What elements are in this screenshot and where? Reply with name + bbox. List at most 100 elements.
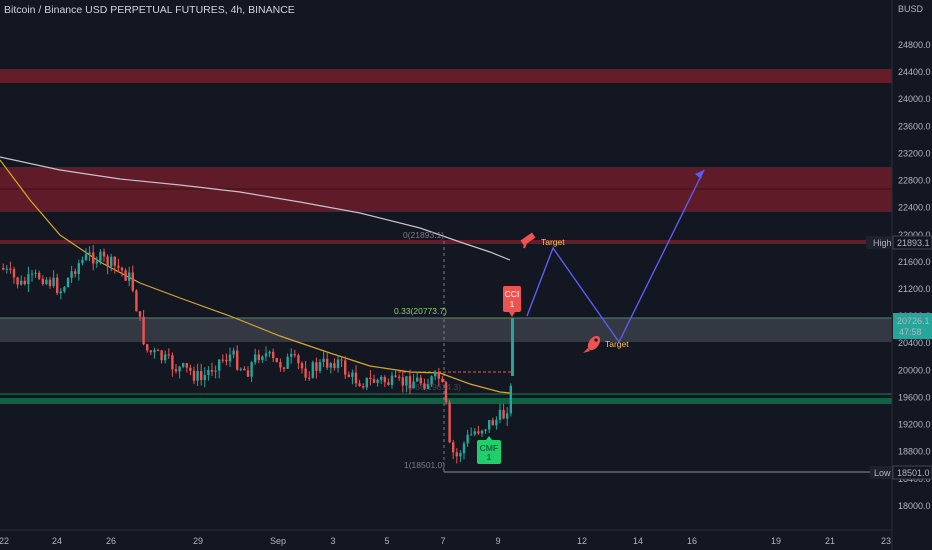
candle-body xyxy=(383,376,386,383)
time-tick-label: 16 xyxy=(687,536,697,546)
candle-body xyxy=(210,370,214,372)
candle-body xyxy=(56,277,59,294)
candle-body xyxy=(412,381,415,389)
candle-body xyxy=(495,419,498,426)
high-badge: High 21893.1 xyxy=(866,235,932,250)
low-value: 18501.0 xyxy=(897,468,930,478)
cci-signal-badge[interactable]: CCI 1 xyxy=(503,286,521,317)
candle-body xyxy=(430,376,433,385)
candle-body xyxy=(160,350,163,361)
time-tick-label: 24 xyxy=(52,536,62,546)
fib-mid-label: 0.33(20773.7) xyxy=(394,306,447,316)
candle-body xyxy=(423,383,426,389)
candle-body xyxy=(257,354,260,361)
candle-body xyxy=(88,252,91,255)
target-marker-lower[interactable]: Target xyxy=(583,334,629,353)
candle-body xyxy=(448,402,451,443)
price-tick-label: 23200.0 xyxy=(898,148,931,158)
candle-body xyxy=(225,359,228,362)
candle-body xyxy=(45,279,48,284)
candle-body xyxy=(470,434,473,436)
candle-body xyxy=(110,256,113,267)
candle-body xyxy=(459,453,462,457)
candle-body xyxy=(200,371,203,380)
time-tick-label: 22 xyxy=(0,536,9,546)
candle-body xyxy=(376,379,379,383)
target-lower-label: Target xyxy=(605,339,629,349)
candle-body xyxy=(66,277,70,288)
cci-label: CCI xyxy=(505,289,520,299)
target-marker-upper[interactable]: Target xyxy=(520,232,566,249)
candle-body xyxy=(131,272,134,291)
candle-body xyxy=(23,280,26,285)
candle-body xyxy=(167,354,170,356)
candle-body xyxy=(480,430,484,434)
candle-body xyxy=(408,376,412,389)
candle-body xyxy=(351,372,354,377)
candle-body xyxy=(92,252,95,264)
hammer-icon xyxy=(520,232,536,249)
candle-body xyxy=(326,358,329,368)
cmf-signal-badge[interactable]: CMF 1 xyxy=(477,436,501,464)
time-tick-label: Sep xyxy=(270,536,286,546)
candle-body xyxy=(354,372,358,384)
candle-body xyxy=(466,434,469,444)
candle-body xyxy=(117,265,120,268)
candle-body xyxy=(434,372,437,377)
time-tick-label: 9 xyxy=(495,536,500,546)
candle-body xyxy=(268,351,271,354)
candle-body xyxy=(437,372,440,379)
price-axis[interactable]: 24800.0 24400.0 24000.0 23600.0 23200.0 22800… xyxy=(898,40,931,511)
candle-body xyxy=(336,359,340,368)
candle-body xyxy=(444,382,448,403)
candle-body xyxy=(146,344,149,351)
candle-body xyxy=(286,356,289,369)
candle-body xyxy=(171,355,174,370)
candle-body xyxy=(135,290,138,312)
projection-arrowhead xyxy=(695,170,704,179)
price-tick-label: 23600.0 xyxy=(898,121,931,131)
candle-body xyxy=(95,261,98,264)
candle-body xyxy=(20,280,23,285)
price-tick-label: 24000.0 xyxy=(898,94,931,104)
rocket-icon xyxy=(583,335,601,353)
candle-body xyxy=(192,370,196,381)
candle-body xyxy=(102,251,106,257)
current-price-badge: 20726.1 47:58 xyxy=(893,313,932,339)
currency-label: BUSD xyxy=(898,4,924,14)
candle-body xyxy=(254,354,257,363)
candle-body xyxy=(275,358,278,363)
price-tick-label: 24800.0 xyxy=(898,40,931,50)
current-price-value: 20726.1 xyxy=(897,316,930,326)
candle-body xyxy=(246,370,250,377)
low-label: Low xyxy=(874,468,891,478)
chart-title: Bitcoin / Binance USD PERPETUAL FUTURES,… xyxy=(4,4,295,16)
candle-body xyxy=(243,368,246,371)
candle-body xyxy=(113,256,116,266)
current-price-zone xyxy=(0,318,892,342)
candle-body xyxy=(63,287,66,292)
candle-body xyxy=(502,409,505,419)
candle-body xyxy=(52,277,55,286)
candle-body xyxy=(491,420,494,426)
candle-body xyxy=(329,363,332,368)
fib-low-label: 1(18501.0) xyxy=(404,460,445,470)
candle-body xyxy=(142,316,145,345)
candle-body xyxy=(138,311,142,317)
candle-body xyxy=(304,368,307,378)
candle-body xyxy=(398,376,401,378)
high-label: High xyxy=(873,238,892,248)
candle-body xyxy=(293,354,296,356)
time-tick-label: 23 xyxy=(881,536,891,546)
candle-body xyxy=(333,363,336,368)
target-upper-label: Target xyxy=(541,237,565,247)
time-axis[interactable]: 22 24 26 29 Sep 3 5 7 9 12 14 16 19 21 23 xyxy=(0,536,891,546)
time-tick-label: 3 xyxy=(330,536,335,546)
candle-body xyxy=(250,362,253,377)
candle-body xyxy=(473,431,476,435)
candlestick-series xyxy=(2,244,514,464)
candle-body xyxy=(5,268,8,270)
candle-body xyxy=(232,350,235,355)
candle-body xyxy=(228,354,232,362)
